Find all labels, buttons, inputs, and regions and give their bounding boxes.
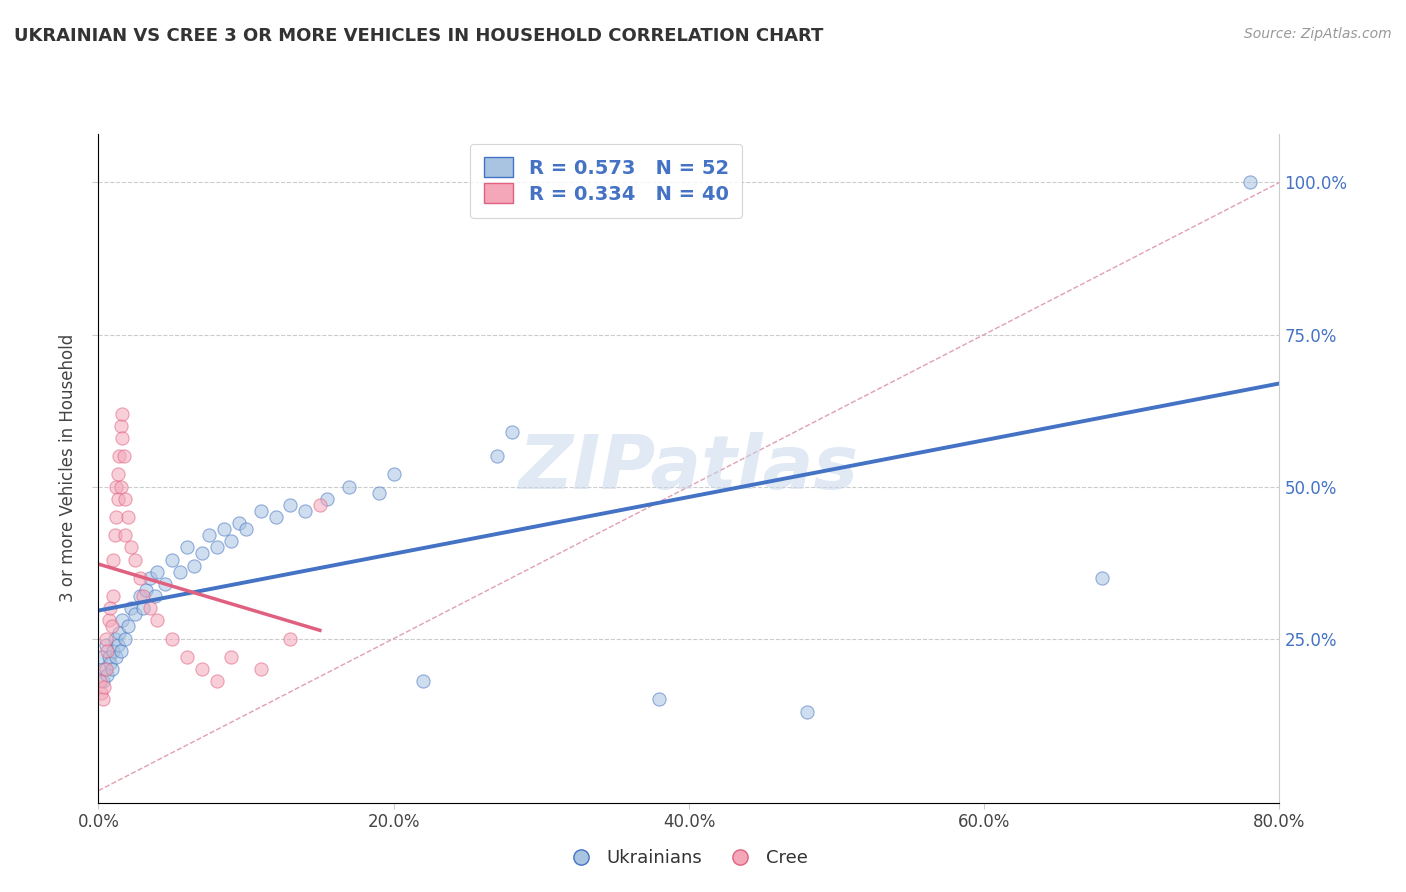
Point	[139, 601, 162, 615]
Point	[146, 565, 169, 579]
Point	[90, 686, 112, 700]
Point	[205, 674, 228, 689]
Point	[105, 479, 128, 493]
Point	[183, 558, 205, 573]
Point	[1091, 571, 1114, 585]
Legend: Ukrainians, Cree: Ukrainians, Cree	[564, 842, 814, 874]
Point	[132, 601, 155, 615]
Point	[93, 662, 115, 676]
Point	[176, 541, 198, 555]
Point	[114, 528, 136, 542]
Point	[120, 541, 142, 555]
Point	[143, 589, 166, 603]
Point	[93, 680, 115, 694]
Point	[250, 504, 273, 518]
Point	[1239, 176, 1261, 190]
Point	[94, 632, 117, 646]
Point	[153, 577, 176, 591]
Point	[412, 674, 434, 689]
Point	[100, 619, 122, 633]
Point	[501, 425, 523, 439]
Point	[117, 619, 139, 633]
Point	[94, 638, 117, 652]
Point	[103, 644, 125, 658]
Point	[97, 649, 120, 664]
Point	[139, 571, 162, 585]
Point	[96, 644, 118, 658]
Point	[108, 625, 131, 640]
Point	[169, 565, 191, 579]
Text: Source: ZipAtlas.com: Source: ZipAtlas.com	[1244, 27, 1392, 41]
Point	[316, 491, 339, 506]
Point	[98, 601, 121, 615]
Point	[162, 632, 183, 646]
Point	[278, 632, 302, 646]
Point	[105, 510, 128, 524]
Point	[114, 491, 136, 506]
Point	[135, 582, 157, 597]
Point	[250, 662, 273, 676]
Point	[110, 479, 132, 493]
Point	[486, 449, 509, 463]
Point	[235, 522, 257, 536]
Point	[110, 644, 132, 658]
Point	[132, 589, 155, 603]
Point	[124, 552, 146, 566]
Point	[219, 534, 242, 549]
Point	[103, 552, 125, 566]
Point	[103, 589, 125, 603]
Point	[90, 649, 112, 664]
Point	[309, 498, 332, 512]
Point	[128, 571, 150, 585]
Point	[111, 407, 134, 421]
Point	[104, 528, 127, 542]
Point	[100, 662, 122, 676]
Point	[110, 418, 132, 433]
Point	[114, 632, 136, 646]
Point	[648, 692, 671, 706]
Point	[98, 656, 121, 670]
Point	[112, 449, 135, 463]
Point	[94, 662, 117, 676]
Point	[97, 613, 120, 627]
Point	[278, 498, 302, 512]
Text: UKRAINIAN VS CREE 3 OR MORE VEHICLES IN HOUSEHOLD CORRELATION CHART: UKRAINIAN VS CREE 3 OR MORE VEHICLES IN …	[14, 27, 824, 45]
Point	[108, 449, 131, 463]
Point	[111, 613, 134, 627]
Point	[91, 674, 114, 689]
Point	[264, 510, 287, 524]
Point	[96, 668, 118, 682]
Point	[382, 467, 405, 482]
Y-axis label: 3 or more Vehicles in Household: 3 or more Vehicles in Household	[59, 334, 77, 602]
Point	[796, 705, 818, 719]
Point	[228, 516, 250, 530]
Point	[124, 607, 146, 622]
Point	[176, 649, 198, 664]
Point	[111, 431, 134, 445]
Point	[89, 674, 111, 689]
Point	[146, 613, 169, 627]
Point	[198, 528, 221, 542]
Point	[107, 467, 129, 482]
Point	[117, 510, 139, 524]
Point	[205, 541, 228, 555]
Point	[212, 522, 235, 536]
Point	[339, 479, 360, 493]
Point	[219, 649, 242, 664]
Text: ZIPatlas: ZIPatlas	[519, 432, 859, 505]
Point	[128, 589, 150, 603]
Point	[294, 504, 316, 518]
Point	[120, 601, 142, 615]
Point	[191, 546, 214, 560]
Point	[91, 692, 114, 706]
Point	[105, 649, 128, 664]
Point	[107, 491, 129, 506]
Point	[368, 485, 391, 500]
Point	[104, 632, 127, 646]
Point	[162, 552, 183, 566]
Point	[107, 638, 129, 652]
Point	[191, 662, 214, 676]
